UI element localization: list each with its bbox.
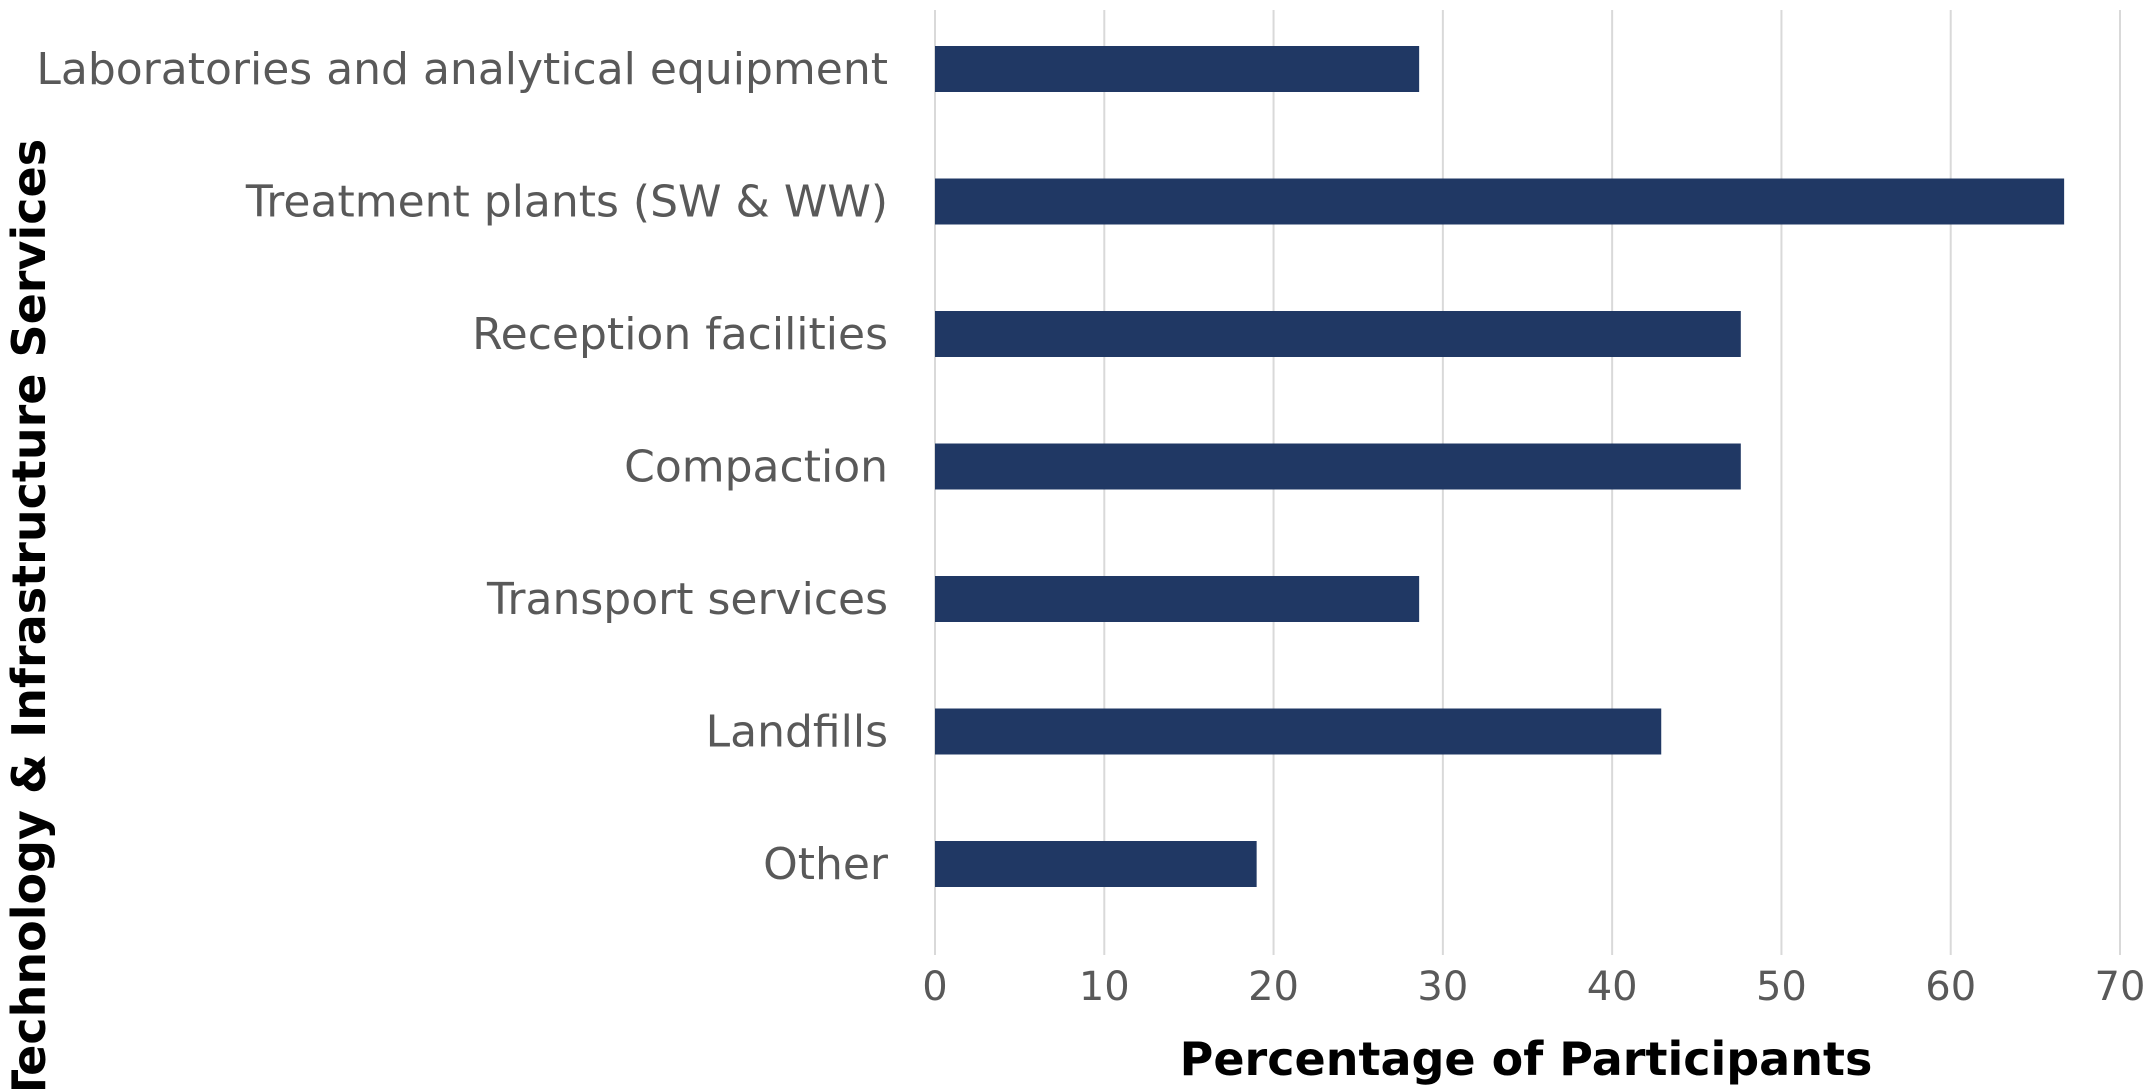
bar [935,708,1662,755]
bars [935,46,2065,887]
y-axis-title: Technology & Infrastructure Services [2,139,56,1089]
category-label: Transport services [486,574,888,625]
x-tick-label: 40 [1587,964,1638,1010]
x-tick-label: 10 [1079,964,1130,1010]
bar [935,178,2065,225]
x-tick-label: 70 [2095,964,2144,1010]
category-label: Compaction [624,442,888,493]
bar [935,46,1420,92]
x-axis-title: Percentage of Participants [1180,1032,1873,1086]
category-label: Treatment plants (SW & WW) [245,177,888,228]
x-tick-label: 20 [1248,964,1299,1010]
bar [935,311,1741,357]
category-label: Reception facilities [472,309,888,360]
bar [935,576,1420,622]
x-tick-label: 60 [1925,964,1976,1010]
bar [935,841,1257,887]
bar [935,443,1741,490]
category-labels: Laboratories and analytical equipment Tre… [36,44,889,890]
category-label: Landfills [706,707,888,758]
x-tick-label: 50 [1756,964,1807,1010]
category-label: Other [763,839,889,890]
x-tick-labels: 0 10 20 30 40 50 60 70 [922,964,2144,1010]
category-label: Laboratories and analytical equipment [36,44,888,95]
x-tick-label: 0 [922,964,947,1010]
x-tick-label: 30 [1417,964,1468,1010]
